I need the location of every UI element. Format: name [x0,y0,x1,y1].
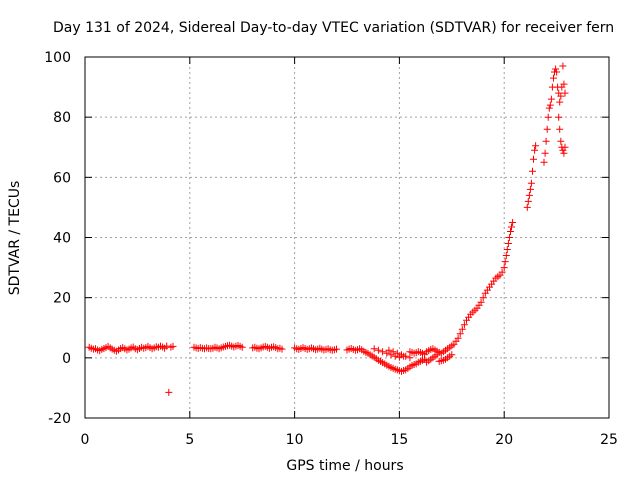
data-point [557,92,565,100]
x-tick-label: 15 [390,432,408,448]
data-point [393,349,401,357]
data-point [503,246,511,253]
data-point [546,101,554,109]
x-tick-label: 10 [286,432,304,448]
data-point [561,89,569,97]
data-point [555,113,563,121]
data-point [165,388,173,396]
data-point [526,185,534,193]
x-axis-label: GPS time / hours [286,458,403,474]
data-point [501,258,509,266]
y-tick-label: 0 [62,351,71,367]
data-point [523,203,531,211]
data-point [540,158,548,166]
data-point [477,298,485,306]
y-tick-label: 60 [53,170,71,186]
data-point [460,321,468,329]
data-point [505,234,513,241]
data-point [527,179,535,187]
data-points [85,62,569,396]
data-point [385,346,393,354]
data-point [504,240,512,247]
data-point [374,346,382,354]
data-point [456,330,464,338]
data-point [370,345,378,353]
data-point [547,95,555,103]
data-point [529,167,536,175]
y-axis-label: SDTVAR / TECUs [7,181,23,296]
data-point [479,294,487,302]
data-point [238,343,246,351]
x-tick-label: 20 [495,432,513,448]
data-point [502,252,510,259]
x-tick-label: 5 [185,432,194,448]
data-point [560,80,568,88]
data-point [509,219,517,226]
data-point [556,98,564,106]
data-point [402,352,410,360]
data-point [532,142,540,150]
data-point [541,149,549,157]
data-point [542,137,550,145]
data-point [550,74,557,82]
data-point [525,191,533,199]
data-point [545,104,553,112]
data-point [507,228,514,235]
data-point [448,351,456,359]
data-point [454,334,462,342]
data-point [561,143,569,151]
data-point [557,137,565,145]
data-point [508,223,515,231]
y-tick-label: 80 [53,110,71,126]
x-tick-label: 0 [81,432,90,448]
data-point [553,68,561,76]
grid [85,57,609,418]
data-point [524,197,532,205]
data-point [559,62,567,70]
y-tick-label: 100 [44,50,71,66]
data-point [379,348,387,356]
data-point [560,149,568,157]
data-point [531,146,539,154]
data-point [556,125,564,133]
data-point [552,65,560,73]
data-point [500,264,508,272]
y-tick-label: 40 [53,231,71,247]
data-point [398,351,405,359]
data-point [498,268,506,276]
y-tick-label: -20 [48,411,71,427]
data-point [389,348,397,356]
data-point [530,155,537,163]
data-point [458,325,466,333]
axes: 0 5 10 15 20 25 -20 0 20 40 60 80 100 [44,50,618,448]
chart-title: Day 131 of 2024, Sidereal Day-to-day VTE… [53,20,614,36]
data-point [333,345,340,353]
x-tick-label: 25 [600,432,618,448]
data-point [278,345,286,353]
data-point [163,342,171,350]
data-point [169,342,177,350]
data-point [544,113,552,121]
data-point [406,354,414,362]
y-tick-label: 20 [53,291,71,307]
data-point [543,125,551,133]
